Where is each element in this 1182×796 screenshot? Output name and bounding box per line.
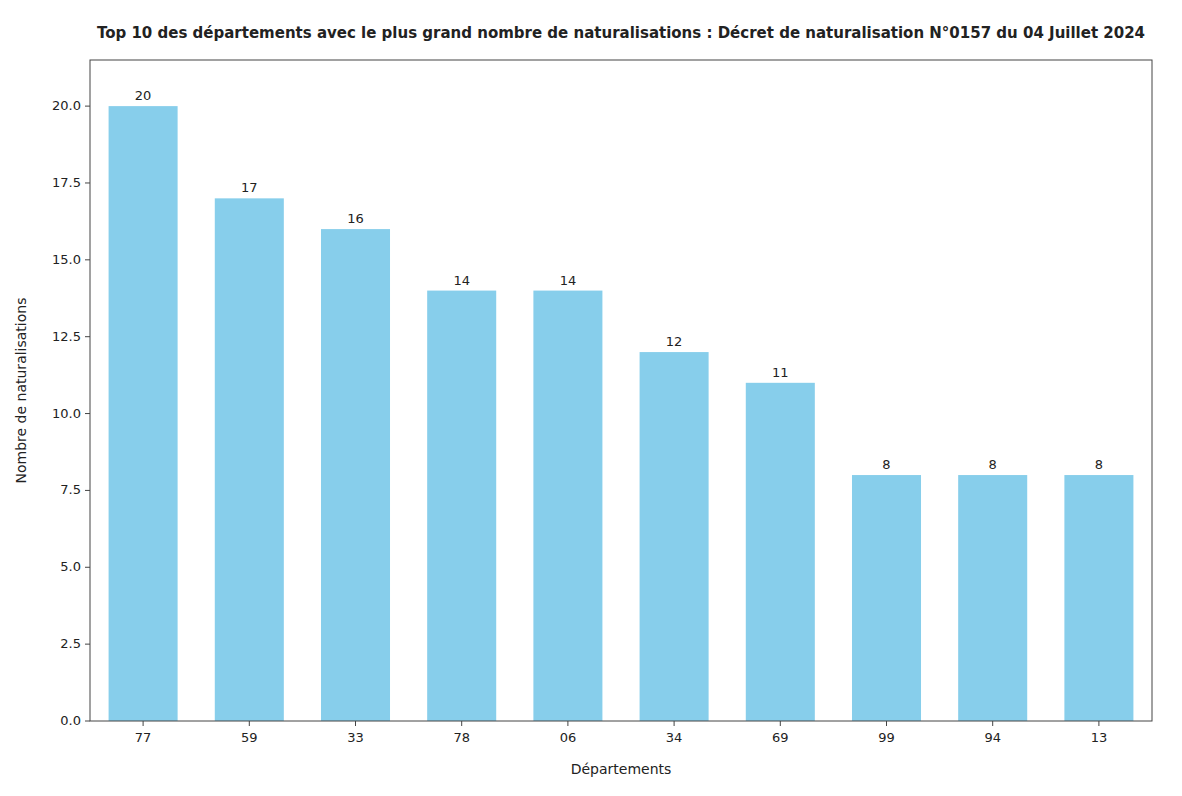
bar — [1064, 475, 1133, 721]
y-tick-label: 15.0 — [52, 252, 81, 267]
y-axis: 0.0 2.5 5.0 7.5 10.0 12.5 15.0 17.5 20.0 — [52, 98, 90, 728]
bar — [640, 352, 709, 721]
data-label: 20 — [135, 88, 152, 103]
bar — [321, 229, 390, 721]
x-tick-label: 94 — [984, 730, 1001, 745]
y-tick-label: 17.5 — [52, 175, 81, 190]
data-label: 14 — [560, 273, 577, 288]
y-tick — [85, 490, 90, 491]
data-label: 14 — [453, 273, 470, 288]
y-tick-label: 7.5 — [60, 482, 81, 497]
x-tick — [1098, 721, 1099, 726]
x-tick-label: 69 — [772, 730, 789, 745]
chart-container: Top 10 des départements avec le plus gra… — [0, 0, 1182, 796]
bar — [427, 291, 496, 721]
bar — [215, 198, 284, 721]
data-label: 16 — [347, 211, 364, 226]
x-tick-label: 78 — [453, 730, 470, 745]
y-axis-label: Nombre de naturalisations — [13, 298, 29, 484]
x-tick — [674, 721, 675, 726]
y-tick — [85, 336, 90, 337]
y-tick — [85, 644, 90, 645]
y-tick-label: 2.5 — [60, 636, 81, 651]
data-label: 8 — [882, 457, 890, 472]
x-tick — [567, 721, 568, 726]
data-label: 12 — [666, 334, 683, 349]
x-tick-label: 99 — [878, 730, 895, 745]
bar — [746, 383, 815, 721]
x-tick — [355, 721, 356, 726]
x-tick — [461, 721, 462, 726]
bars — [109, 106, 1134, 721]
y-tick-label: 0.0 — [60, 713, 81, 728]
x-tick — [143, 721, 144, 726]
chart-svg: Top 10 des départements avec le plus gra… — [0, 0, 1182, 796]
data-label: 17 — [241, 180, 258, 195]
x-axis-label: Départements — [571, 761, 672, 777]
y-tick — [85, 106, 90, 107]
x-tick-label: 77 — [135, 730, 152, 745]
x-tick — [780, 721, 781, 726]
x-tick-label: 59 — [241, 730, 258, 745]
x-tick — [249, 721, 250, 726]
y-tick-label: 12.5 — [52, 329, 81, 344]
bar — [109, 106, 178, 721]
y-tick-label: 10.0 — [52, 406, 81, 421]
y-tick — [85, 413, 90, 414]
plot-frame — [90, 60, 1152, 721]
title: Top 10 des départements avec le plus gra… — [97, 24, 1145, 42]
x-tick-label: 13 — [1091, 730, 1108, 745]
y-tick — [85, 567, 90, 568]
data-label: 8 — [989, 457, 997, 472]
y-tick — [85, 721, 90, 722]
data-label: 11 — [772, 365, 789, 380]
y-tick-label: 5.0 — [60, 559, 81, 574]
x-tick-label: 06 — [560, 730, 577, 745]
y-tick — [85, 259, 90, 260]
data-label: 8 — [1095, 457, 1103, 472]
y-tick-label: 20.0 — [52, 98, 81, 113]
x-tick-label: 33 — [347, 730, 364, 745]
x-tick-label: 34 — [666, 730, 683, 745]
bar — [852, 475, 921, 721]
x-tick — [992, 721, 993, 726]
y-tick — [85, 182, 90, 183]
x-axis: 77 59 33 78 06 34 69 99 94 13 — [135, 721, 1107, 745]
bar — [958, 475, 1027, 721]
data-labels: 20 17 16 14 14 12 11 8 8 8 — [135, 88, 1103, 472]
bar — [533, 291, 602, 721]
x-tick — [886, 721, 887, 726]
